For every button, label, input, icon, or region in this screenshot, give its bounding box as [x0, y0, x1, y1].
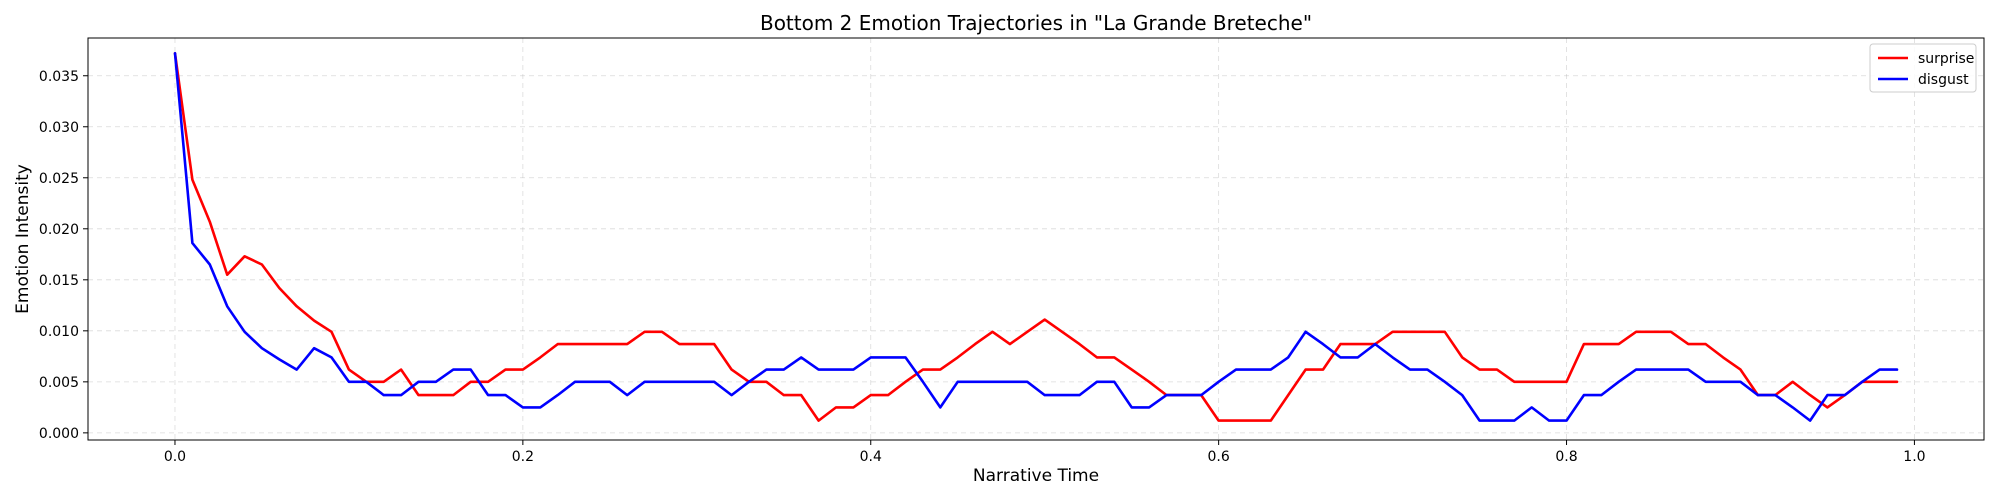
y-tick-label: 0.030 [39, 120, 79, 136]
x-tick-label: 1.0 [1903, 449, 1925, 465]
x-tick-label: 0.2 [512, 449, 534, 465]
plot-frame [87, 37, 1985, 441]
x-axis: 0.0 0.2 0.4 0.6 0.8 1.0 [164, 440, 1926, 465]
y-tick-label: 0.020 [39, 222, 79, 238]
legend-label-disgust: disgust [1918, 72, 1969, 88]
y-tick-label: 0.005 [39, 375, 79, 391]
y-tick-label: 0.015 [39, 273, 79, 289]
y-axis: 0.000 0.005 0.010 0.015 0.020 0.025 0.030 0.035 [39, 69, 88, 442]
series-line-surprise [173, 51, 1899, 422]
x-tick-label: 0.0 [164, 449, 186, 465]
y-tick-label: 0.025 [39, 171, 79, 187]
legend-label-surprise: surprise [1918, 51, 1974, 67]
series-lines [173, 51, 1899, 422]
y-axis-label: Emotion Intensity [13, 164, 33, 314]
x-axis-label: Narrative Time [973, 466, 1099, 486]
y-tick-label: 0.000 [39, 426, 79, 442]
y-tick-label: 0.035 [39, 69, 79, 85]
x-tick-label: 0.6 [1208, 449, 1230, 465]
grid-lines [88, 38, 1984, 440]
legend: surprise disgust [1869, 43, 1977, 93]
x-tick-label: 0.4 [860, 449, 882, 465]
series-line-disgust [173, 51, 1899, 422]
y-tick-label: 0.010 [39, 324, 79, 340]
x-tick-label: 0.8 [1555, 449, 1577, 465]
chart-title: Bottom 2 Emotion Trajectories in "La Gra… [760, 11, 1312, 35]
